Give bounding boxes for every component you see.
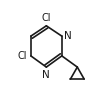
Text: N: N bbox=[42, 70, 50, 80]
Text: Cl: Cl bbox=[18, 51, 27, 61]
Text: N: N bbox=[64, 31, 72, 41]
Text: Cl: Cl bbox=[42, 13, 51, 23]
